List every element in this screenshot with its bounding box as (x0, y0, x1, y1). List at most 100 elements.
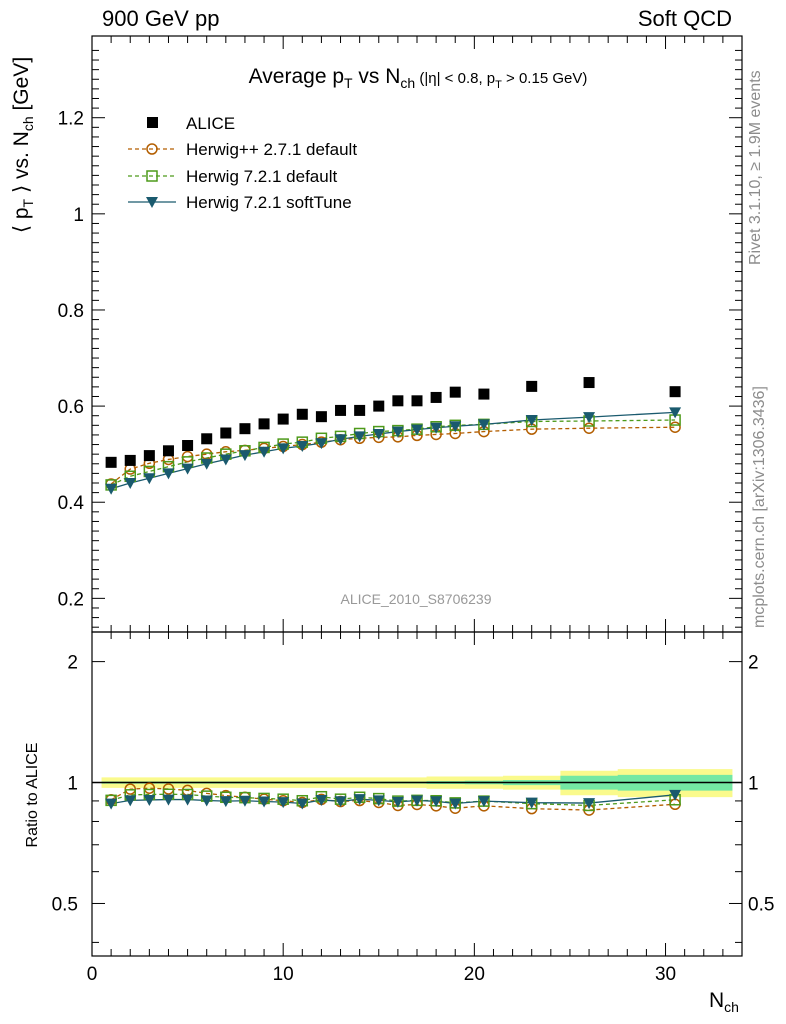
y-tick-label: 0.8 (58, 301, 84, 322)
legend: ALICE Herwig++ 2.7.1 default Herwig 7.2.… (128, 114, 357, 212)
main-data-point (354, 404, 366, 416)
main-data-point (182, 440, 194, 452)
main-data-point (669, 407, 682, 419)
main-data-point (478, 388, 490, 400)
main-data-point (238, 450, 251, 462)
ratio-data-point (296, 798, 309, 810)
x-tick-label: 30 (655, 964, 676, 985)
legend-entry-herwig-721-default: Herwig 7.2.1 default (128, 167, 337, 186)
svg-text:Herwig 7.2.1 softTune: Herwig 7.2.1 softTune (186, 193, 352, 212)
main-data-point (315, 438, 328, 450)
main-data-point (143, 450, 155, 462)
main-data-point (583, 422, 595, 434)
main-data-point (669, 386, 681, 398)
main-data-point (583, 377, 595, 389)
ratio-data-point (258, 796, 271, 808)
x-tick-label: 20 (464, 964, 485, 985)
ratio-data-point (238, 795, 251, 807)
ratio-data-point (525, 797, 538, 809)
header-left-label: 900 GeV pp (102, 6, 220, 31)
y-axis-label: ⟨ pT ⟩ vs. Nch [GeV] (10, 57, 36, 233)
main-data-point (353, 431, 366, 443)
svg-text:Herwig++ 2.7.1 default: Herwig++ 2.7.1 default (186, 140, 357, 159)
ratio-data-point (391, 796, 404, 808)
ratio-data-point (124, 795, 137, 807)
main-data-point (258, 418, 270, 430)
main-data-point (200, 458, 213, 470)
x-axis-label: Nch (709, 989, 739, 1015)
x-tick-label: 0 (87, 964, 98, 985)
ratio-y-tick-label-right: 1 (748, 774, 759, 795)
main-data-point (526, 380, 538, 392)
analysis-label: ALICE_2010_S8706239 (340, 591, 491, 607)
main-data-point (669, 421, 681, 433)
ratio-data-point (334, 796, 347, 808)
ratio-data-point (181, 794, 194, 806)
ratio-data-point (162, 794, 175, 806)
main-data-point (162, 445, 174, 457)
ratio-data-point (200, 795, 213, 807)
ratio-data-point (449, 798, 462, 810)
y-tick-label: 0.4 (58, 493, 85, 514)
main-data-point (277, 443, 290, 455)
chart-title: Average pT vs Nch (|η| < 0.8, pT > 0.15 … (249, 65, 588, 91)
ratio-data-point (477, 796, 490, 808)
ratio-y-tick-label: 0.5 (52, 894, 78, 915)
main-data-point (105, 456, 117, 468)
main-data-point (296, 408, 308, 420)
main-data-point (315, 411, 327, 423)
main-data-point (449, 386, 461, 398)
main-data-point (391, 426, 404, 438)
main-data-point (200, 448, 213, 460)
main-data-point (124, 454, 136, 466)
ratio-y-tick-label: 1 (67, 774, 78, 795)
ratio-y-tick-label-right: 2 (748, 653, 759, 674)
ratio-data-point (372, 795, 385, 807)
header-right-label: Soft QCD (637, 6, 732, 31)
y-tick-label: 0.6 (58, 397, 84, 418)
main-data-point (334, 434, 347, 446)
main-data-point (239, 423, 251, 435)
x-tick-label: 10 (273, 964, 294, 985)
main-data-point (373, 400, 385, 412)
ratio-y-tick-label-right: 0.5 (748, 894, 774, 915)
main-data-point (430, 391, 442, 403)
ratio-data-point (181, 784, 194, 797)
svg-text:Herwig 7.2.1 default: Herwig 7.2.1 default (186, 167, 337, 186)
main-data-point (258, 446, 271, 458)
main-data-point (372, 428, 385, 440)
main-data-point (525, 415, 538, 427)
main-data-point (277, 413, 289, 425)
ratio-data-point (583, 798, 596, 810)
main-data-point (162, 468, 175, 480)
ratio-series-line (110, 787, 676, 811)
main-data-point (411, 395, 423, 407)
main-data-point (220, 427, 232, 439)
mcplots-label: mcplots.cern.ch [arXiv:1306.3436] (751, 386, 768, 628)
main-data-point (392, 395, 404, 407)
main-data-point (124, 478, 137, 489)
main-data-point (449, 421, 462, 433)
ratio-data-point (430, 796, 443, 808)
legend-entry-herwigpp-271: Herwig++ 2.7.1 default (128, 140, 357, 159)
ratio-data-point (315, 794, 328, 806)
main-data-point (181, 463, 194, 475)
ratio-data-point (669, 789, 682, 801)
ratio-y-axis-label: Ratio to ALICE (24, 743, 41, 848)
svg-text:ALICE: ALICE (186, 114, 235, 133)
main-data-point (201, 433, 213, 445)
ratio-y-tick-label: 2 (67, 653, 78, 674)
ratio-data-point (105, 798, 118, 810)
ratio-data-point (277, 797, 290, 809)
main-data-point (477, 419, 490, 431)
ratio-data-point (219, 796, 232, 808)
main-data-point (105, 483, 118, 495)
main-data-point (219, 454, 232, 466)
main-data-point (143, 473, 156, 485)
y-tick-label: 0.2 (58, 589, 84, 610)
main-data-point (411, 424, 423, 436)
main-data-point (430, 422, 443, 434)
y-tick-label: 1.2 (58, 109, 84, 130)
main-data-point (583, 412, 596, 424)
